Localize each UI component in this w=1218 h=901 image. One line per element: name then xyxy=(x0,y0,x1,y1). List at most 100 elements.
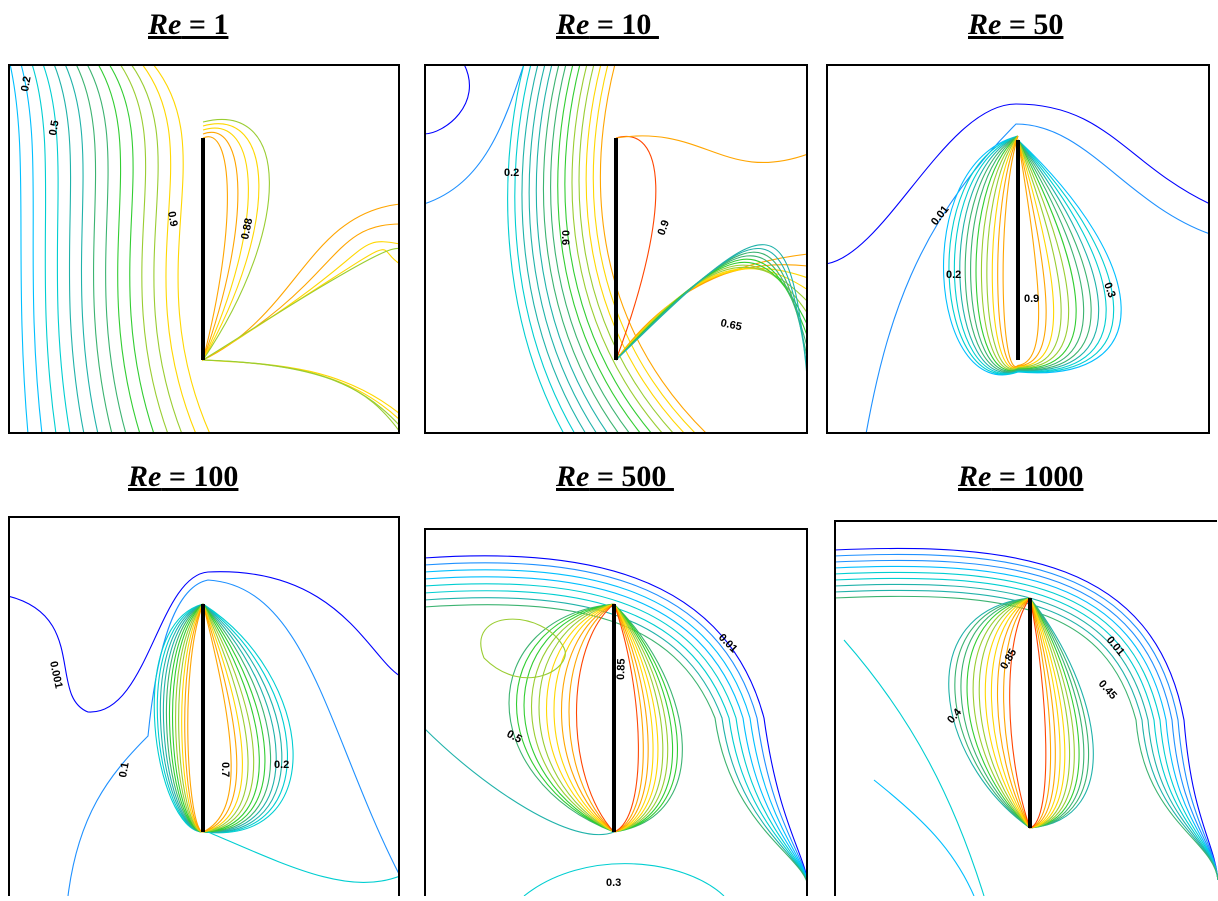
contour-line xyxy=(521,64,587,434)
panel-title-re50: Re = 50 xyxy=(968,8,1064,41)
contour-line xyxy=(202,359,400,415)
contour-label: 0.001 xyxy=(47,660,64,689)
contour-line xyxy=(834,571,1218,881)
contour-line xyxy=(943,135,1122,376)
contour-line xyxy=(75,64,113,434)
contour-line xyxy=(615,135,657,361)
contour-label: 0.01 xyxy=(1104,634,1127,658)
contour-line xyxy=(615,244,808,387)
panel-frame xyxy=(826,64,1210,434)
contour-line xyxy=(31,64,57,434)
contour-line xyxy=(834,547,1218,881)
contour-line xyxy=(530,603,669,833)
contour-line xyxy=(141,64,197,434)
contour-label: 0.9 xyxy=(656,219,673,237)
panel-title-re1: Re = 1 xyxy=(148,8,229,41)
contour-label: 0.2 xyxy=(946,269,961,281)
contour-line xyxy=(424,555,808,889)
contour-line xyxy=(948,135,1115,375)
contour-line xyxy=(578,64,675,434)
contour-line xyxy=(826,103,1210,265)
contour-line xyxy=(202,359,400,433)
panel-frame xyxy=(424,64,808,434)
contour-line xyxy=(42,64,71,434)
contour-line xyxy=(528,64,598,434)
contour-line xyxy=(585,64,686,434)
contour-line xyxy=(424,583,808,889)
contour-label: 0.2 xyxy=(274,759,289,771)
contour-lines xyxy=(424,64,808,434)
contour-line xyxy=(834,565,1218,881)
contour-label: 0.1 xyxy=(117,761,131,778)
contour-line xyxy=(599,64,708,434)
contour-line xyxy=(834,595,1218,881)
contour-label: 0.01 xyxy=(716,632,740,656)
panel-title-re500: Re = 500 xyxy=(556,460,674,493)
contour-line xyxy=(834,577,1218,881)
contour-line xyxy=(202,123,400,361)
contour-line xyxy=(424,569,808,889)
contour-line xyxy=(535,64,609,434)
contour-panel-re50: 0.01 0.2 0.9 0.3 xyxy=(826,64,1210,434)
contour-plot-re10: 0.2 0.6 0.9 0.65 xyxy=(424,64,808,434)
contour-line xyxy=(201,127,400,362)
contour-line xyxy=(108,64,155,434)
contour-line xyxy=(615,264,808,361)
contour-line xyxy=(187,603,232,833)
contour-line xyxy=(424,604,808,889)
contour-line xyxy=(564,64,653,434)
contour-line xyxy=(8,571,400,713)
contour-line xyxy=(550,64,631,434)
contour-line xyxy=(834,553,1218,881)
contour-line xyxy=(997,135,1047,368)
contour-line xyxy=(834,559,1218,881)
contour-line xyxy=(480,618,566,679)
contour-panel-re100: 0.001 0.1 0.7 0.2 xyxy=(8,516,400,896)
contour-line xyxy=(424,597,808,889)
contour-label: 0.9 xyxy=(1024,293,1039,305)
panel-title-re10: Re = 10 xyxy=(556,8,659,41)
contour-line xyxy=(576,603,639,833)
panel-title-re1000: Re = 1000 xyxy=(958,460,1084,493)
panel-frame xyxy=(834,520,1217,896)
contour-line xyxy=(523,863,725,896)
contour-lines xyxy=(826,103,1210,434)
contour-line xyxy=(424,590,808,889)
contour-line xyxy=(1002,135,1040,367)
contour-panel-re500: 0.01 0.85 0.5 0.3 xyxy=(424,528,808,896)
contour-lines xyxy=(834,547,1218,896)
contour-line xyxy=(975,135,1077,371)
panel-title-re100: Re = 100 xyxy=(128,460,239,493)
panel-frame xyxy=(8,64,400,434)
contour-line xyxy=(542,64,620,434)
contour-line xyxy=(201,131,400,362)
contour-panel-re10: 0.2 0.6 0.9 0.65 xyxy=(424,64,808,434)
contour-line xyxy=(592,64,697,434)
contour-label: 0.5 xyxy=(505,728,524,746)
contour-line xyxy=(86,64,127,434)
contour-line xyxy=(64,64,99,434)
contour-line xyxy=(615,267,808,361)
contour-line xyxy=(516,603,679,833)
contour-line xyxy=(615,266,808,361)
contour-label: 0.4 xyxy=(945,706,965,726)
contour-label: 0.7 xyxy=(219,762,231,777)
contour-label: 0.2 xyxy=(19,75,33,92)
contour-line xyxy=(615,268,808,361)
contour-line xyxy=(557,64,642,434)
contour-line xyxy=(130,64,183,434)
contour-line xyxy=(834,583,1218,881)
contour-panel-re1000: 0.01 0.85 0.4 0.45 xyxy=(834,520,1218,896)
contour-line xyxy=(53,64,85,434)
contour-line xyxy=(424,727,615,836)
contour-line xyxy=(507,64,565,434)
contour-plot-re1000: 0.01 0.85 0.4 0.45 xyxy=(834,520,1218,896)
contour-label: 0.85 xyxy=(615,658,628,680)
contour-line xyxy=(97,64,141,434)
contour-line xyxy=(865,123,1210,434)
contour-line xyxy=(873,779,975,896)
contour-label: 0.3 xyxy=(606,877,621,889)
contour-line xyxy=(615,135,808,164)
contour-line xyxy=(202,119,400,361)
contour-line xyxy=(953,135,1107,374)
